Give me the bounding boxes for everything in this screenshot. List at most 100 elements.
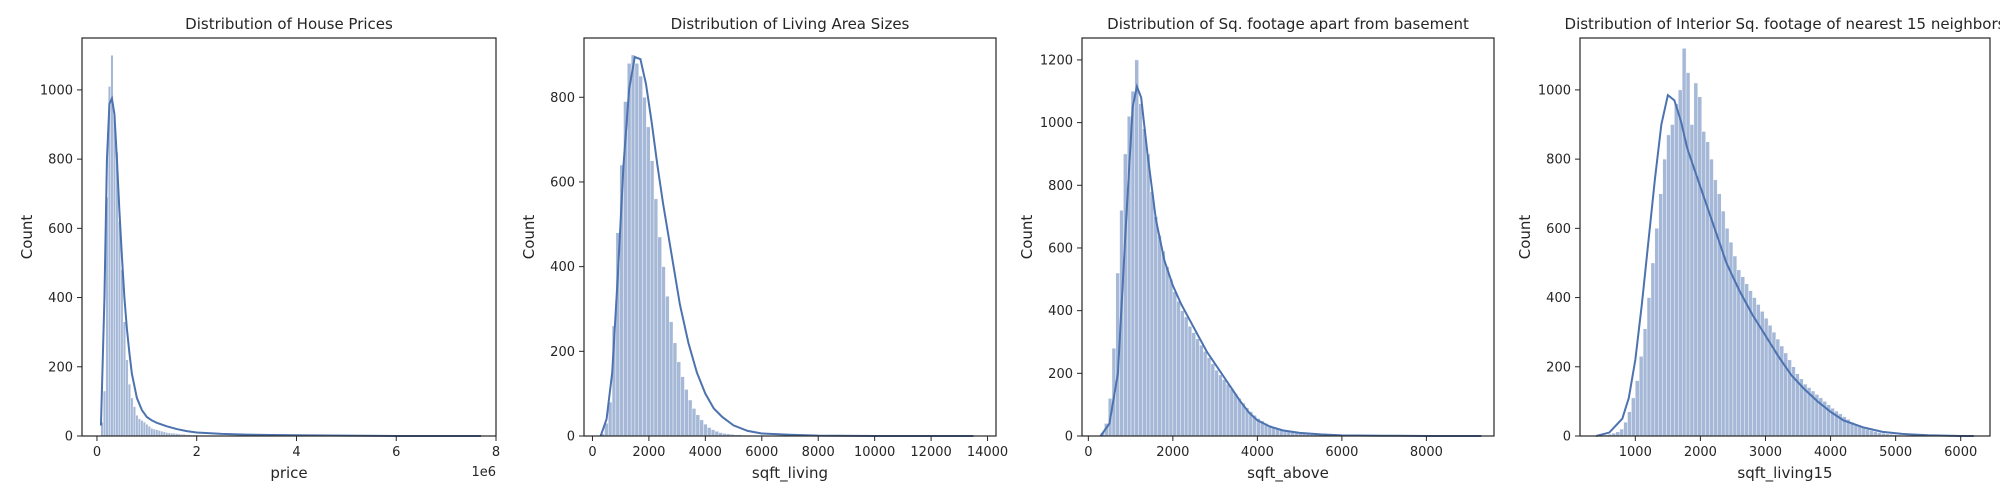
- chart-panel-4: 1000 2000 3000 4000 5000 6000 0 200 400 600 800 100…: [1516, 15, 2000, 483]
- histogram-bar: [684, 389, 689, 437]
- histogram-bar: [1674, 103, 1679, 437]
- histogram-bar: [130, 397, 134, 437]
- x-tick-label: 10000: [854, 445, 895, 460]
- y-tick-label: 1000: [1538, 83, 1571, 98]
- histogram-bar: [710, 429, 716, 437]
- histogram-bar: [1701, 131, 1706, 437]
- histogram-bar: [152, 428, 156, 437]
- histogram-bar: [1615, 431, 1620, 437]
- histogram-bar: [1168, 279, 1174, 437]
- histogram-bar: [646, 126, 651, 437]
- histogram-bar: [120, 269, 124, 437]
- y-tick-label: 1000: [1040, 116, 1073, 131]
- plot-frame: [583, 37, 997, 437]
- y-tick-label: 200: [550, 345, 575, 360]
- x-tick-label: 6000: [1944, 445, 1977, 460]
- histogram-bar: [703, 423, 708, 437]
- histogram-bar: [638, 75, 643, 437]
- y-tick-label: 1200: [1040, 53, 1073, 68]
- y-tick-label: 800: [1048, 179, 1073, 194]
- histogram-bar: [630, 54, 636, 437]
- y-tick-label: 1000: [40, 83, 73, 98]
- x-tick-label: 4000: [689, 445, 722, 460]
- histogram-bar: [1149, 191, 1155, 437]
- histogram-bar: [1134, 59, 1139, 437]
- y-tick-label: 0: [65, 430, 73, 445]
- x-tick-label: 6: [392, 445, 400, 460]
- y-tick-label: 800: [48, 153, 73, 168]
- y-tick-label: 200: [48, 360, 73, 375]
- histogram-bar: [1237, 398, 1242, 437]
- histogram-bar: [676, 361, 681, 437]
- histogram-bar: [1705, 141, 1710, 437]
- histogram-bar: [1161, 250, 1166, 437]
- histogram-bar: [1650, 262, 1656, 437]
- histogram-bar: [147, 426, 151, 437]
- histogram-bar: [1225, 384, 1231, 437]
- histogram-bar: [634, 63, 639, 437]
- histogram-bar: [714, 431, 719, 437]
- histogram-bar: [1639, 356, 1644, 437]
- y-tick-label: 0: [1065, 430, 1073, 445]
- histogram-bar: [649, 160, 655, 437]
- histogram-bar: [1666, 134, 1671, 437]
- histogram-bar: [102, 390, 106, 437]
- histogram-bar: [1229, 388, 1234, 437]
- histogram-bar: [695, 414, 700, 437]
- histogram-bar: [669, 321, 674, 437]
- x-tick-label: 4000: [1241, 445, 1274, 460]
- histogram-bar: [110, 55, 114, 437]
- y-tick-label: 200: [1048, 367, 1073, 382]
- histogram-bar: [1157, 235, 1162, 437]
- histogram-bar: [1619, 428, 1624, 437]
- histogram-bar: [1721, 210, 1726, 437]
- histogram-bar: [1153, 216, 1158, 437]
- chart-title: Distribution of Living Area Sizes: [671, 15, 910, 33]
- histogram-bar: [1693, 82, 1698, 437]
- histogram-bar: [1631, 397, 1636, 437]
- histogram-bar: [1195, 338, 1200, 437]
- histogram-bar: [112, 113, 116, 437]
- chart-title: Distribution of House Prices: [185, 15, 393, 33]
- x-tick-label: 8: [492, 445, 500, 460]
- x-tick-label: 0: [588, 445, 596, 460]
- histogram-bar: [142, 421, 146, 437]
- y-tick-label: 600: [1048, 241, 1073, 256]
- x-tick-label: 2000: [1156, 445, 1189, 460]
- histogram-bar: [1199, 344, 1204, 437]
- plot-frame: [1579, 37, 1991, 437]
- x-tick-label: 6000: [745, 445, 778, 460]
- histogram-bar: [1138, 103, 1143, 437]
- x-tick-label: 4: [292, 445, 300, 460]
- x-tick-label: 2: [193, 445, 201, 460]
- histogram-bar: [1662, 158, 1667, 437]
- histogram-bar: [642, 97, 647, 437]
- y-tick-label: 200: [1546, 360, 1571, 375]
- x-tick-label: 1000: [1619, 445, 1652, 460]
- x-tick-label: 0: [1084, 445, 1092, 460]
- y-tick-label: 800: [550, 91, 575, 106]
- histogram-bar: [1857, 426, 1862, 437]
- y-tick-label: 400: [550, 260, 575, 275]
- histogram-bar: [1736, 269, 1741, 437]
- chart-panel-2: 0 2000 4000 6000 8000 10000 12000 14000 0 200 400 6…: [520, 15, 1008, 483]
- y-tick-label: 400: [48, 291, 73, 306]
- x-tick-label: 8000: [1410, 445, 1443, 460]
- histogram-bar: [1142, 128, 1147, 437]
- histogram-bar: [122, 321, 126, 437]
- histogram-bar: [1865, 428, 1870, 437]
- histogram-bar: [1214, 369, 1219, 437]
- histogram-bar: [162, 431, 166, 437]
- histogram-bar: [1697, 96, 1702, 437]
- histogram-bar: [1670, 124, 1675, 437]
- histogram-bar: [1861, 427, 1866, 437]
- chart-title: Distribution of Sq. footage apart from b…: [1107, 15, 1469, 33]
- histogram-bar: [1713, 179, 1718, 437]
- histogram-bar: [140, 420, 144, 437]
- y-tick-label: 400: [1048, 304, 1073, 319]
- plot-frame: [1081, 37, 1495, 437]
- histogram-bar: [1206, 357, 1212, 437]
- kde-line: [1596, 93, 1974, 437]
- y-tick-label: 600: [1546, 222, 1571, 237]
